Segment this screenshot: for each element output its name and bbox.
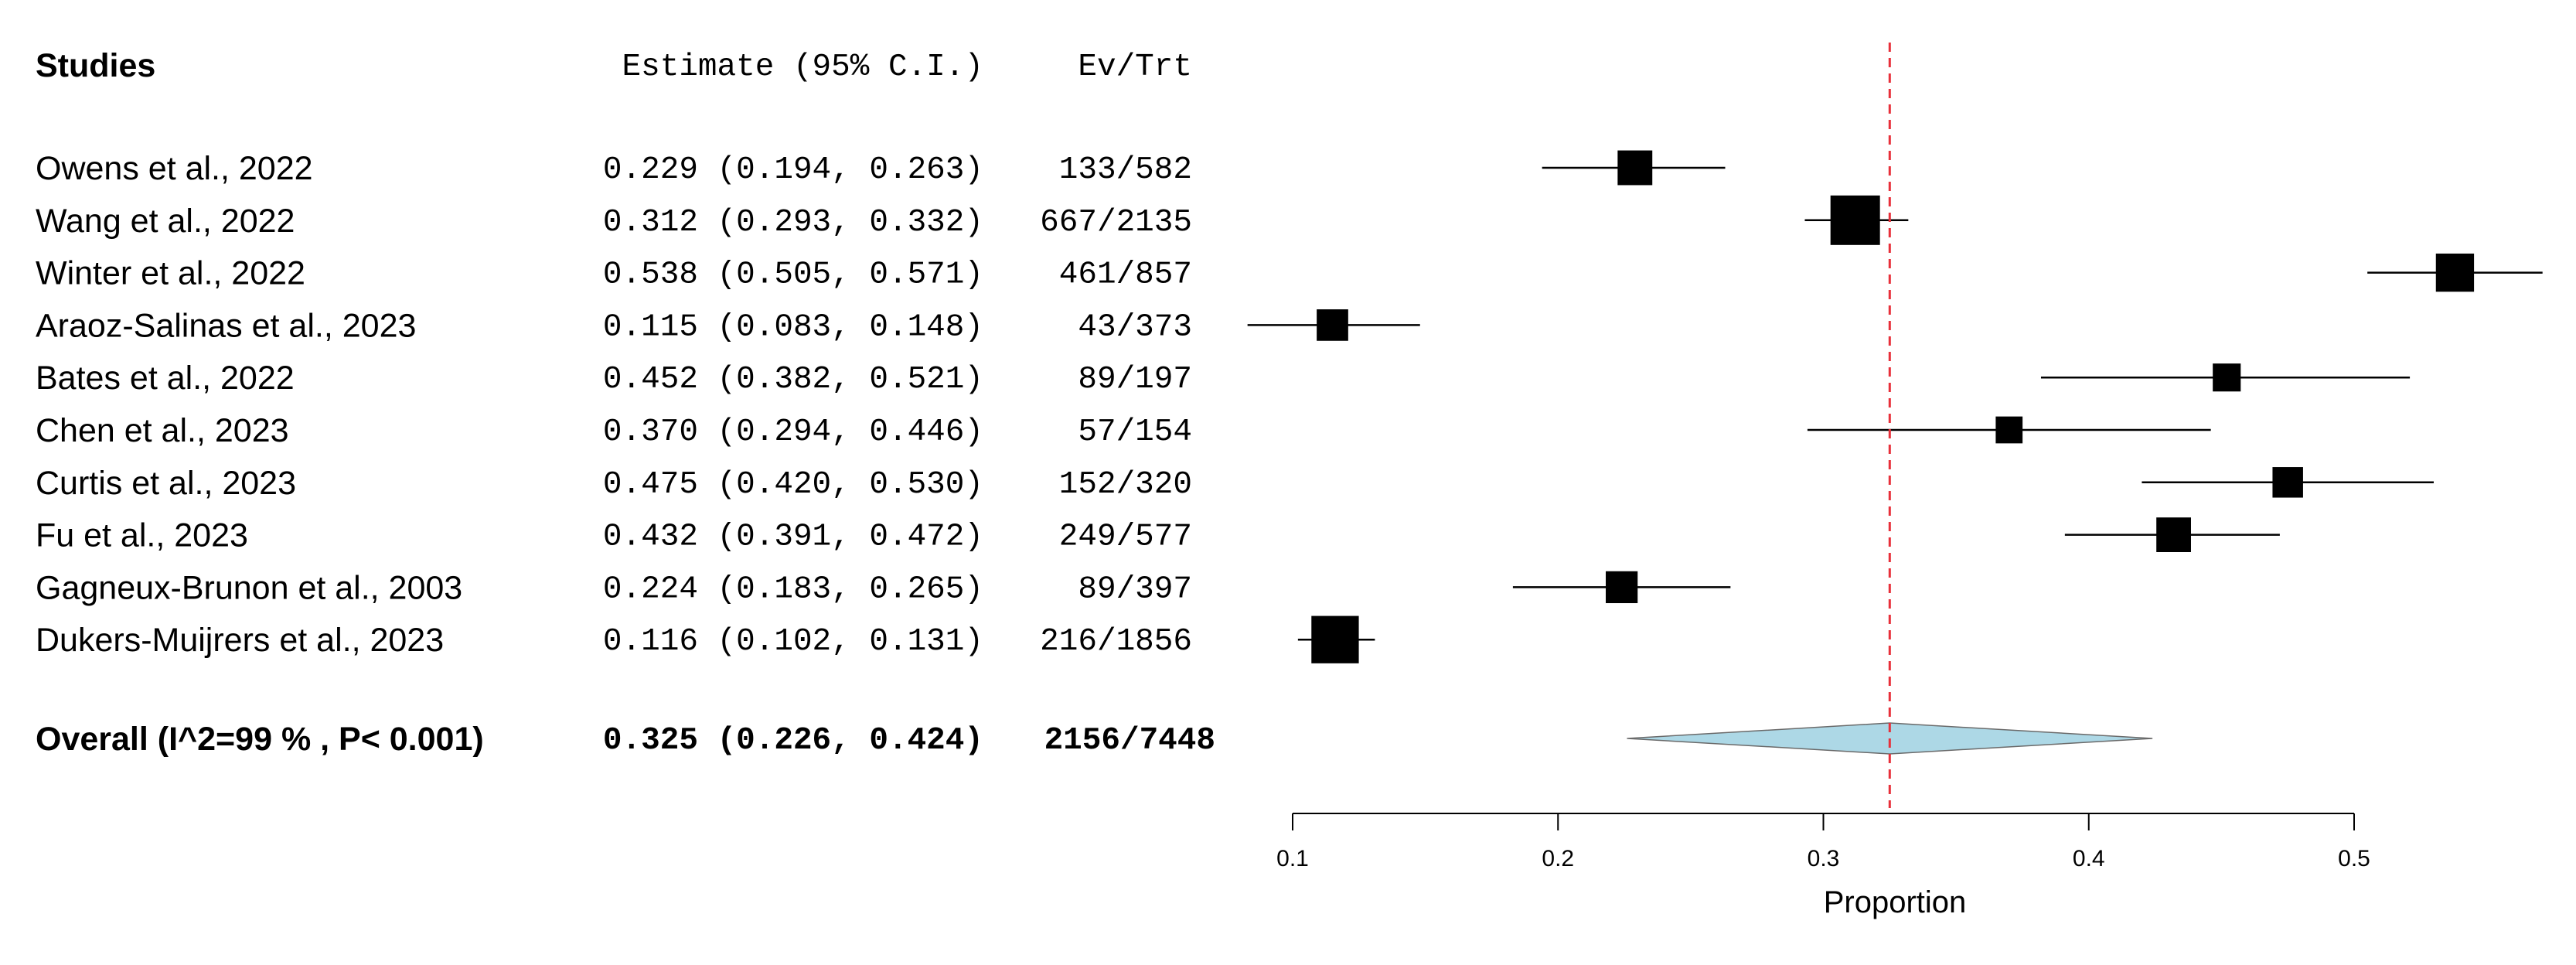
study-ev-trt: 461/857 (1059, 257, 1192, 293)
study-estimate-text: 0.115 (0.083, 0.148) (603, 309, 983, 345)
study-ev-trt: 43/373 (1078, 309, 1192, 345)
estimate-marker (1317, 309, 1348, 341)
x-tick-label: 0.1 (1276, 846, 1309, 871)
study-name: Curtis et al., 2023 (36, 465, 296, 502)
study-ev-trt: 133/582 (1059, 152, 1192, 188)
estimate-marker (1617, 150, 1653, 186)
x-axis-ticks: 0.1 0.2 0.3 0.4 0.5 (1276, 813, 2370, 871)
x-axis-title: Proportion (1824, 885, 1967, 919)
estimate-marker (1995, 416, 2023, 444)
study-estimate-text: 0.475 (0.420, 0.530) (603, 467, 983, 503)
study-name: Chen et al., 2023 (36, 412, 289, 449)
study-estimate-text: 0.224 (0.183, 0.265) (603, 571, 983, 607)
x-tick-label: 0.2 (1542, 846, 1574, 871)
study-row: Chen et al., 2023 0.370 (0.294, 0.446) 57/… (36, 412, 2211, 450)
estimate-marker (2435, 253, 2475, 292)
estimate-marker (1606, 571, 1638, 604)
study-name: Winter et al., 2022 (36, 255, 305, 292)
study-estimate-text: 0.312 (0.293, 0.332) (603, 205, 983, 240)
study-row: Gagneux-Brunon et al., 2003 0.224 (0.183,… (36, 569, 1731, 607)
estimate-marker (1311, 615, 1359, 663)
overall-ev-trt: 2156/7448 (1044, 723, 1215, 759)
study-estimate-text: 0.229 (0.194, 0.263) (603, 152, 983, 188)
study-ev-trt: 89/197 (1078, 362, 1192, 397)
study-row: Winter et al., 2022 0.538 (0.505, 0.571) 4… (36, 253, 2543, 293)
study-estimate-text: 0.538 (0.505, 0.571) (603, 257, 983, 293)
study-estimate-text: 0.432 (0.391, 0.472) (603, 520, 983, 555)
study-rows: Owens et al., 2022 0.229 (0.194, 0.263) 13… (36, 150, 2543, 663)
study-name: Gagneux-Brunon et al., 2003 (36, 569, 462, 606)
study-name: Dukers-Muijrers et al., 2023 (36, 622, 444, 659)
study-ev-trt: 57/154 (1078, 414, 1192, 450)
study-ev-trt: 89/397 (1078, 571, 1192, 607)
study-estimate-text: 0.370 (0.294, 0.446) (603, 414, 983, 450)
study-ev-trt: 667/2135 (1040, 205, 1192, 240)
study-row: Fu et al., 2023 0.432 (0.391, 0.472) 249/5… (36, 517, 2280, 555)
overall-estimate-text: 0.325 (0.226, 0.424) (603, 723, 983, 759)
study-row: Wang et al., 2022 0.312 (0.293, 0.332) 667… (36, 195, 1909, 245)
study-ev-trt: 249/577 (1059, 520, 1192, 555)
header-studies: Studies (36, 47, 155, 84)
study-row: Bates et al., 2022 0.452 (0.382, 0.521) 89… (36, 360, 2411, 397)
estimate-marker (2213, 363, 2241, 392)
study-estimate-text: 0.116 (0.102, 0.131) (603, 624, 983, 660)
estimate-marker (2272, 467, 2303, 498)
overall-label: Overall (I^2=99 % , P< 0.001) (36, 721, 484, 758)
study-name: Araoz-Salinas et al., 2023 (36, 307, 416, 344)
estimate-marker (2156, 517, 2191, 552)
header-estimate: Estimate (95% C.I.) (622, 49, 983, 85)
study-row: Araoz-Salinas et al., 2023 0.115 (0.083, … (36, 307, 1420, 345)
study-name: Owens et al., 2022 (36, 150, 313, 187)
study-row: Owens et al., 2022 0.229 (0.194, 0.263) 13… (36, 150, 1726, 188)
study-ev-trt: 152/320 (1059, 467, 1192, 503)
study-estimate-text: 0.452 (0.382, 0.521) (603, 362, 983, 397)
study-name: Fu et al., 2023 (36, 517, 248, 554)
study-ev-trt: 216/1856 (1040, 624, 1192, 660)
study-row: Curtis et al., 2023 0.475 (0.420, 0.530) 1… (36, 465, 2434, 503)
header-ev-trt: Ev/Trt (1078, 49, 1192, 85)
x-tick-label: 0.5 (2338, 846, 2370, 871)
estimate-marker (1830, 195, 1880, 245)
study-name: Wang et al., 2022 (36, 203, 295, 240)
x-tick-label: 0.3 (1808, 846, 1840, 871)
x-tick-label: 0.4 (2073, 846, 2105, 871)
study-row: Dukers-Muijrers et al., 2023 0.116 (0.102… (36, 615, 1375, 663)
x-axis: 0.1 0.2 0.3 0.4 0.5 Proportion (1276, 813, 2370, 919)
study-name: Bates et al., 2022 (36, 360, 295, 397)
